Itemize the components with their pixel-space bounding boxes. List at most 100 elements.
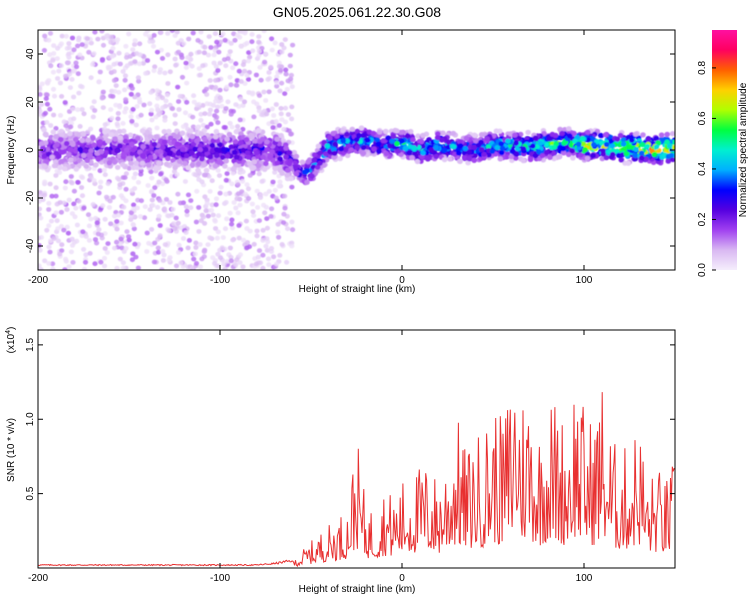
heatmap-cell	[149, 197, 155, 203]
heatmap-cell	[155, 249, 162, 255]
heatmap-cell	[77, 124, 83, 129]
heatmap-cell	[643, 156, 649, 162]
heatmap-cell	[93, 215, 99, 221]
heatmap-cell	[47, 52, 53, 57]
heatmap-cell	[278, 111, 284, 117]
heatmap-cell	[651, 151, 658, 158]
heatmap-cell	[175, 84, 181, 90]
heatmap-cell	[73, 60, 79, 66]
heatmap-cell	[94, 240, 100, 246]
heatmap-cell	[140, 60, 146, 66]
heatmap-cell	[435, 131, 441, 137]
heatmap-cell	[117, 104, 123, 110]
heatmap-cell	[66, 151, 72, 157]
heatmap-cell	[176, 158, 183, 164]
heatmap-cell	[263, 98, 269, 103]
heatmap-cell	[374, 137, 381, 143]
heatmap-cell	[237, 202, 243, 208]
heatmap-cell	[185, 245, 191, 251]
heatmap-cell	[277, 179, 283, 185]
heatmap-cell	[317, 150, 324, 156]
heatmap-cell	[137, 52, 143, 58]
heatmap-cell	[138, 112, 144, 118]
heatmap-cell	[135, 135, 141, 141]
heatmap-cell	[215, 251, 221, 257]
heatmap-cell	[240, 264, 246, 270]
heatmap-cell	[284, 259, 290, 265]
heatmap-cell	[550, 150, 557, 156]
heatmap-cell	[279, 117, 285, 122]
heatmap-cell	[66, 51, 72, 57]
heatmap-cell	[84, 36, 90, 41]
heatmap-cell	[98, 259, 104, 265]
heatmap-cell	[256, 34, 262, 39]
heatmap-cell	[161, 139, 168, 145]
heatmap-cell	[201, 172, 207, 178]
heatmap-cell	[149, 227, 155, 232]
heatmap-cell	[96, 190, 102, 196]
heatmap-cell	[130, 107, 136, 112]
heatmap-cell	[220, 235, 226, 240]
heatmap-cell	[217, 190, 223, 196]
heatmap-cell	[118, 220, 124, 226]
heatmap-cell	[285, 226, 291, 232]
heatmap-cell	[208, 45, 214, 50]
snr-x-label: Height of straight line (km)	[299, 584, 416, 595]
svg-text:(x104): (x104)	[5, 327, 17, 354]
heatmap-cell	[256, 39, 262, 45]
heatmap-cell	[494, 145, 501, 151]
heatmap-cell	[258, 77, 264, 83]
heatmap-cell	[235, 182, 241, 188]
heatmap-cell	[38, 247, 43, 253]
heatmap-cell	[450, 130, 457, 136]
heatmap-cell	[360, 132, 367, 139]
heatmap-cell	[582, 147, 588, 153]
heatmap-cell	[383, 128, 389, 135]
heatmap-cell	[230, 170, 236, 176]
heatmap-cell	[80, 160, 86, 166]
heatmap-cell	[266, 89, 272, 95]
heatmap-cell	[154, 88, 160, 94]
heatmap-cell	[167, 255, 173, 260]
heatmap-cell	[249, 201, 255, 207]
heatmap-cell	[118, 236, 124, 242]
heatmap-cell	[282, 193, 288, 199]
heatmap-cell	[53, 133, 59, 140]
heatmap-cell	[632, 152, 639, 158]
heatmap-cell	[48, 218, 55, 224]
heatmap-cell	[160, 249, 166, 254]
heatmap-cell	[236, 235, 242, 241]
heatmap-cell	[114, 148, 120, 154]
heatmap-cell	[217, 255, 224, 261]
heatmap-cell	[275, 221, 281, 227]
heatmap-cell	[256, 127, 262, 133]
heatmap-cell	[204, 197, 210, 203]
heatmap-cell	[184, 99, 190, 105]
heatmap-cell	[343, 147, 349, 153]
heatmap-cell	[205, 213, 211, 219]
x-tick-label: -100	[210, 573, 230, 584]
heatmap-cell	[192, 251, 198, 257]
heatmap-cell	[133, 122, 139, 128]
heatmap-cell	[301, 169, 308, 175]
heatmap-cell	[100, 42, 107, 48]
heatmap-cell	[321, 139, 328, 145]
heatmap-cell	[98, 149, 105, 155]
heatmap-cell	[311, 157, 318, 163]
heatmap-cell	[286, 150, 293, 156]
heatmap-cell	[183, 60, 189, 66]
heatmap-cell	[207, 101, 213, 107]
heatmap-cell	[115, 111, 121, 116]
heatmap-cell	[182, 110, 189, 116]
heatmap-cell	[275, 229, 281, 235]
heatmap-cell	[574, 134, 580, 140]
heatmap-cell	[123, 198, 129, 204]
heatmap-cell	[214, 235, 220, 241]
heatmap-cell	[638, 150, 645, 156]
heatmap-cell	[123, 246, 129, 251]
heatmap-cell	[185, 55, 191, 61]
heatmap-cell	[140, 144, 146, 150]
heatmap-cell	[75, 107, 81, 113]
heatmap-cell	[174, 134, 180, 140]
heatmap-cell	[38, 215, 44, 221]
